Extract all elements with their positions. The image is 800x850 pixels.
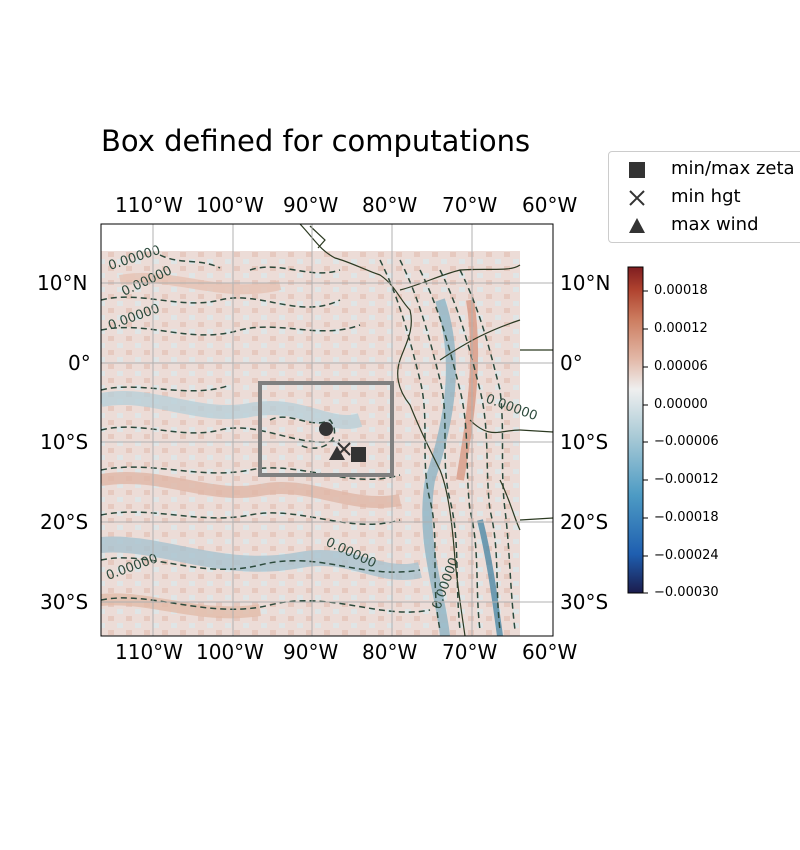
colorbar-tick-label: −0.00030 xyxy=(654,585,719,600)
circle-marker xyxy=(319,422,333,436)
square-icon xyxy=(629,162,645,178)
lat-tick-label: 20°S xyxy=(560,510,609,534)
gridlines xyxy=(101,224,553,636)
lat-tick-label: 20°S xyxy=(40,510,89,534)
colorbar-tick-label: −0.00012 xyxy=(654,472,719,487)
legend-item: min hgt xyxy=(609,184,800,212)
lon-tick-label: 100°W xyxy=(196,640,264,664)
coastline xyxy=(299,224,553,636)
page-title: Box defined for computations xyxy=(101,124,531,158)
map-area: 0.00000 0.00000 0.00000 0.00000 0.00000 … xyxy=(101,224,553,636)
colorbar-tick-label: −0.00024 xyxy=(654,548,719,563)
vorticity-field xyxy=(101,251,520,636)
colorbar-tick-label: −0.00018 xyxy=(654,510,719,525)
lon-tick-label: 80°W xyxy=(362,193,418,217)
lat-tick-label: 0° xyxy=(560,351,583,375)
colorbar xyxy=(627,266,644,594)
lat-tick-label: 10°N xyxy=(37,271,88,295)
lon-tick-label: 60°W xyxy=(522,640,578,664)
legend: min/max zeta min hgt max wind xyxy=(608,151,800,243)
x-icon xyxy=(629,190,645,206)
lat-tick-label: 10°N xyxy=(560,271,611,295)
legend-item: min/max zeta xyxy=(609,156,800,184)
legend-item: max wind xyxy=(609,212,800,240)
colorbar-tick-label: −0.00006 xyxy=(654,434,719,449)
legend-label: min hgt xyxy=(671,186,741,207)
lon-tick-label: 90°W xyxy=(283,640,339,664)
map-frame xyxy=(100,223,554,637)
lat-tick-label: 10°S xyxy=(560,430,609,454)
lon-tick-label: 110°W xyxy=(115,640,183,664)
legend-label: max wind xyxy=(671,214,759,235)
lon-tick-label: 110°W xyxy=(115,193,183,217)
lon-tick-label: 80°W xyxy=(362,640,418,664)
triangle-icon xyxy=(629,218,645,233)
contour-lines xyxy=(101,254,516,631)
colorbar-tick-label: 0.00018 xyxy=(654,283,708,298)
min-hgt-marker xyxy=(337,442,351,456)
lat-tick-label: 10°S xyxy=(40,430,89,454)
lat-tick-label: 30°S xyxy=(40,590,89,614)
lon-tick-label: 100°W xyxy=(196,193,264,217)
lon-tick-label: 70°W xyxy=(442,193,498,217)
lon-tick-label: 60°W xyxy=(522,193,578,217)
lon-tick-label: 90°W xyxy=(283,193,339,217)
min-max-zeta-marker xyxy=(351,447,366,462)
legend-label: min/max zeta xyxy=(671,158,795,179)
lat-tick-label: 30°S xyxy=(560,590,609,614)
lon-tick-label: 70°W xyxy=(442,640,498,664)
colorbar-tick-label: 0.00006 xyxy=(654,359,708,374)
colorbar-tick-label: 0.00012 xyxy=(654,321,708,336)
lat-tick-label: 0° xyxy=(68,351,91,375)
max-wind-marker xyxy=(329,446,345,460)
computation-box xyxy=(258,381,394,477)
colorbar-tick-label: 0.00000 xyxy=(654,397,708,412)
